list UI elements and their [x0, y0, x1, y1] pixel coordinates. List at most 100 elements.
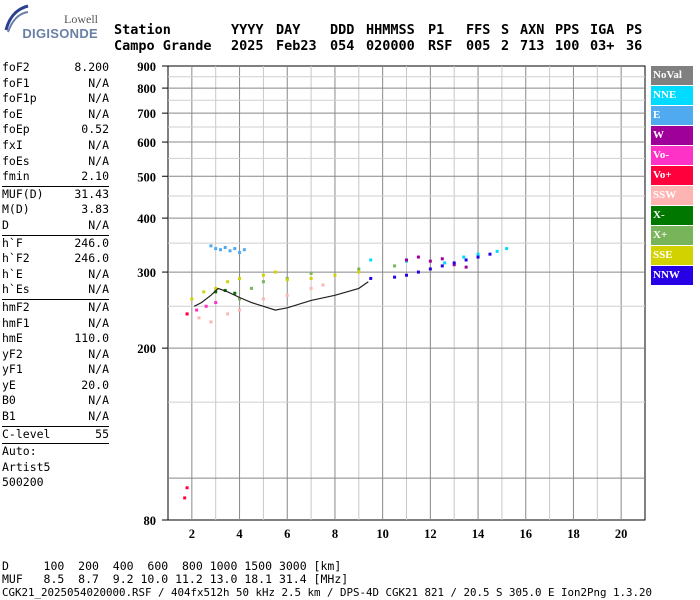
header-iga-value: 03+ — [590, 38, 615, 54]
data-point — [214, 301, 218, 305]
param-row: yF2 N/A — [2, 347, 109, 363]
param-row: h`F 246.0 — [2, 236, 109, 252]
x-tick-label: 16 — [520, 527, 533, 541]
data-point — [443, 261, 447, 265]
y-tick-label: 300 — [137, 266, 156, 280]
param-row: foEp 0.52 — [2, 122, 109, 138]
data-point — [416, 270, 420, 274]
scaled-parameters-panel: foF2 8.200 foF1 N/A foF1p N/A foE N/A foEp 0.52 fx… — [2, 60, 109, 491]
param-value: N/A — [88, 266, 109, 281]
param-row: h`Es N/A — [2, 282, 109, 298]
header-day-label: DAY — [276, 22, 301, 38]
header-day-value: Feb23 — [276, 38, 317, 54]
header-ddd-value: 054 — [330, 38, 355, 54]
param-value: N/A — [88, 393, 109, 408]
header-axn-label: AXN — [520, 22, 545, 38]
param-name: yF2 — [2, 346, 23, 361]
data-point — [233, 247, 237, 251]
data-point — [464, 265, 468, 269]
param-separator — [2, 425, 109, 427]
param-name: yE — [2, 377, 16, 392]
header-ps-value: 36 — [626, 38, 643, 54]
header-station-label: Station — [114, 22, 171, 38]
param-value: N/A — [88, 91, 109, 106]
header-iga-label: IGA — [590, 22, 615, 38]
footer-distance-row: D 100 200 400 600 800 1000 1500 3000 [km… — [2, 559, 342, 573]
param-row: M(D) 3.83 — [2, 202, 109, 218]
digisonde-logo: Lowell DIGISONDE — [4, 4, 104, 44]
param-row: hmE 110.0 — [2, 331, 109, 347]
data-point — [209, 244, 213, 248]
legend-item-e: E — [651, 106, 693, 125]
header-axn-value: 713 — [520, 38, 545, 54]
param-separator — [2, 185, 109, 187]
data-point — [369, 258, 373, 262]
header-s-label: S — [501, 22, 510, 38]
param-name: C-level — [2, 426, 51, 441]
data-point — [464, 258, 468, 262]
series-nnw — [369, 252, 492, 280]
data-point — [428, 259, 432, 263]
param-row: fxI N/A — [2, 138, 109, 154]
header-year-label: YYYY — [231, 22, 264, 38]
param-name: hmF1 — [2, 315, 30, 330]
data-point — [195, 308, 199, 312]
param-separator — [2, 443, 109, 445]
legend-item-x-: X+ — [651, 226, 693, 245]
data-point — [197, 316, 201, 320]
param-value: N/A — [88, 106, 109, 121]
param-row: MUF(D) 31.43 — [2, 187, 109, 203]
x-tick-label: 20 — [615, 527, 628, 541]
param-value: 31.43 — [74, 186, 109, 201]
data-point — [209, 320, 213, 324]
data-point — [202, 290, 206, 294]
param-value: N/A — [88, 409, 109, 424]
param-value: 55 — [95, 426, 109, 441]
data-point — [218, 248, 222, 252]
logo-text-lowell: Lowell — [64, 12, 98, 26]
data-point — [228, 249, 232, 253]
series-w — [405, 255, 468, 269]
data-point — [238, 308, 242, 312]
x-tick-label: 12 — [424, 527, 437, 541]
data-point — [261, 297, 265, 301]
header-ps-label: PS — [626, 22, 643, 38]
data-point — [190, 297, 194, 301]
data-point — [223, 245, 227, 249]
y-tick-label: 600 — [137, 136, 156, 150]
x-tick-label: 2 — [189, 527, 195, 541]
param-name: foEp — [2, 122, 30, 137]
y-tick-label: 900 — [137, 60, 156, 74]
param-separator — [2, 234, 109, 236]
legend-item-nne: NNE — [651, 86, 693, 105]
x-tick-label: 4 — [236, 527, 243, 541]
param-name: foE — [2, 106, 23, 121]
data-point — [393, 264, 397, 268]
legend-item-nnw: NNW — [651, 266, 693, 285]
data-point — [214, 286, 218, 290]
param-name: B0 — [2, 393, 16, 408]
param-value: N/A — [88, 362, 109, 377]
param-name: yF1 — [2, 362, 23, 377]
data-point — [476, 252, 480, 256]
x-tick-label: 18 — [567, 527, 580, 541]
data-point — [204, 304, 208, 308]
param-value: N/A — [88, 137, 109, 152]
param-value: N/A — [88, 75, 109, 90]
param-value: N/A — [88, 299, 109, 314]
data-point — [393, 275, 397, 279]
param-value: 20.0 — [81, 377, 109, 392]
footer-muf-row: MUF 8.5 8.7 9.2 10.0 11.2 13.0 18.1 31.4… — [2, 572, 349, 586]
series-vo- — [183, 312, 189, 500]
param-name: fxI — [2, 137, 23, 152]
param-value: 2.10 — [81, 169, 109, 184]
param-value: 8.200 — [74, 60, 109, 74]
x-tick-label: 10 — [376, 527, 389, 541]
param-row: yF1 N/A — [2, 362, 109, 378]
param-row: B1 N/A — [2, 409, 109, 425]
data-point — [369, 276, 373, 280]
logo-text-digisonde: DIGISONDE — [22, 26, 98, 41]
data-point — [321, 283, 325, 287]
param-value: N/A — [88, 217, 109, 232]
